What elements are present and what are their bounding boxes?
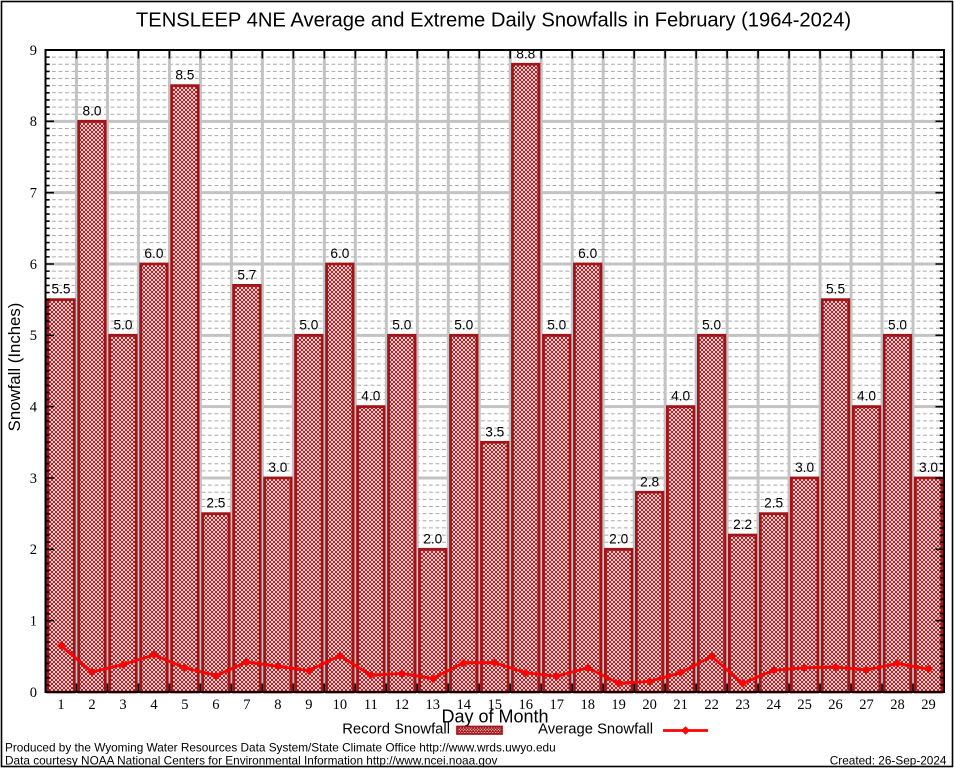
svg-text:11: 11: [364, 697, 378, 713]
svg-text:25: 25: [797, 697, 812, 713]
svg-text:3: 3: [30, 471, 37, 487]
svg-text:5.0: 5.0: [454, 317, 473, 332]
svg-text:3: 3: [119, 697, 126, 713]
svg-text:13: 13: [426, 697, 441, 713]
svg-text:8: 8: [30, 114, 37, 130]
svg-text:16: 16: [518, 697, 533, 713]
svg-text:24: 24: [766, 697, 781, 713]
svg-text:TENSLEEP 4NE Average and Extre: TENSLEEP 4NE Average and Extreme Daily S…: [136, 10, 851, 32]
svg-text:22: 22: [704, 697, 719, 713]
svg-text:7: 7: [30, 185, 37, 201]
svg-text:0: 0: [30, 685, 37, 701]
svg-text:5.0: 5.0: [113, 317, 132, 332]
svg-text:5.0: 5.0: [392, 317, 411, 332]
svg-text:2.0: 2.0: [423, 531, 442, 546]
svg-text:8.5: 8.5: [175, 68, 194, 83]
svg-text:5.5: 5.5: [51, 282, 70, 297]
svg-text:4.0: 4.0: [361, 389, 380, 404]
svg-text:5.0: 5.0: [888, 317, 907, 332]
svg-text:8.8: 8.8: [516, 46, 535, 61]
svg-text:Record Snowfall: Record Snowfall: [342, 722, 450, 738]
svg-text:6: 6: [30, 257, 37, 273]
svg-text:4: 4: [30, 399, 38, 415]
svg-text:4.0: 4.0: [671, 389, 690, 404]
svg-text:29: 29: [921, 697, 936, 713]
svg-text:6.0: 6.0: [144, 246, 163, 261]
svg-text:3.0: 3.0: [795, 460, 814, 475]
svg-text:2.5: 2.5: [206, 496, 225, 511]
svg-text:5.5: 5.5: [826, 282, 845, 297]
svg-text:9: 9: [30, 43, 37, 59]
svg-text:20: 20: [642, 697, 657, 713]
svg-text:2.2: 2.2: [733, 517, 752, 532]
svg-text:3.5: 3.5: [485, 424, 504, 439]
svg-text:2: 2: [88, 697, 95, 713]
svg-text:8: 8: [274, 697, 281, 713]
svg-text:5.0: 5.0: [299, 317, 318, 332]
svg-text:7: 7: [243, 697, 250, 713]
svg-text:1: 1: [30, 613, 37, 629]
svg-text:Average Snowfall: Average Snowfall: [538, 722, 653, 738]
svg-text:23: 23: [735, 697, 750, 713]
svg-text:4.0: 4.0: [857, 389, 876, 404]
svg-text:Day of Month: Day of Month: [441, 707, 548, 727]
svg-text:3.0: 3.0: [919, 460, 938, 475]
svg-text:3.0: 3.0: [268, 460, 287, 475]
svg-text:10: 10: [333, 697, 348, 713]
svg-text:6: 6: [212, 697, 219, 713]
svg-text:27: 27: [859, 697, 874, 713]
svg-text:19: 19: [611, 697, 626, 713]
svg-text:9: 9: [305, 697, 312, 713]
svg-text:Data courtesy NOAA National Ce: Data courtesy NOAA National Centers for …: [5, 754, 498, 768]
svg-text:2.8: 2.8: [640, 474, 659, 489]
svg-text:5.0: 5.0: [547, 317, 566, 332]
svg-text:4: 4: [150, 697, 158, 713]
svg-text:6.0: 6.0: [578, 246, 597, 261]
svg-text:Created: 26-Sep-2024: Created: 26-Sep-2024: [830, 754, 947, 768]
svg-text:5: 5: [30, 328, 37, 344]
svg-text:26: 26: [828, 697, 843, 713]
svg-text:12: 12: [395, 697, 410, 713]
svg-text:8.0: 8.0: [82, 103, 101, 118]
svg-text:5.0: 5.0: [702, 317, 721, 332]
svg-text:Produced by the Wyoming Water: Produced by the Wyoming Water Resources …: [5, 741, 556, 755]
svg-text:5: 5: [181, 697, 188, 713]
svg-text:2.5: 2.5: [764, 496, 783, 511]
svg-text:Snowfall (Inches): Snowfall (Inches): [5, 303, 24, 432]
svg-text:2: 2: [30, 542, 37, 558]
svg-text:15: 15: [488, 697, 503, 713]
svg-text:17: 17: [549, 697, 564, 713]
svg-text:14: 14: [457, 697, 472, 713]
svg-text:1: 1: [57, 697, 64, 713]
svg-text:5.7: 5.7: [237, 267, 256, 282]
svg-text:2.0: 2.0: [609, 531, 628, 546]
svg-text:21: 21: [673, 697, 688, 713]
svg-text:28: 28: [890, 697, 905, 713]
svg-text:6.0: 6.0: [330, 246, 349, 261]
svg-text:18: 18: [580, 697, 595, 713]
